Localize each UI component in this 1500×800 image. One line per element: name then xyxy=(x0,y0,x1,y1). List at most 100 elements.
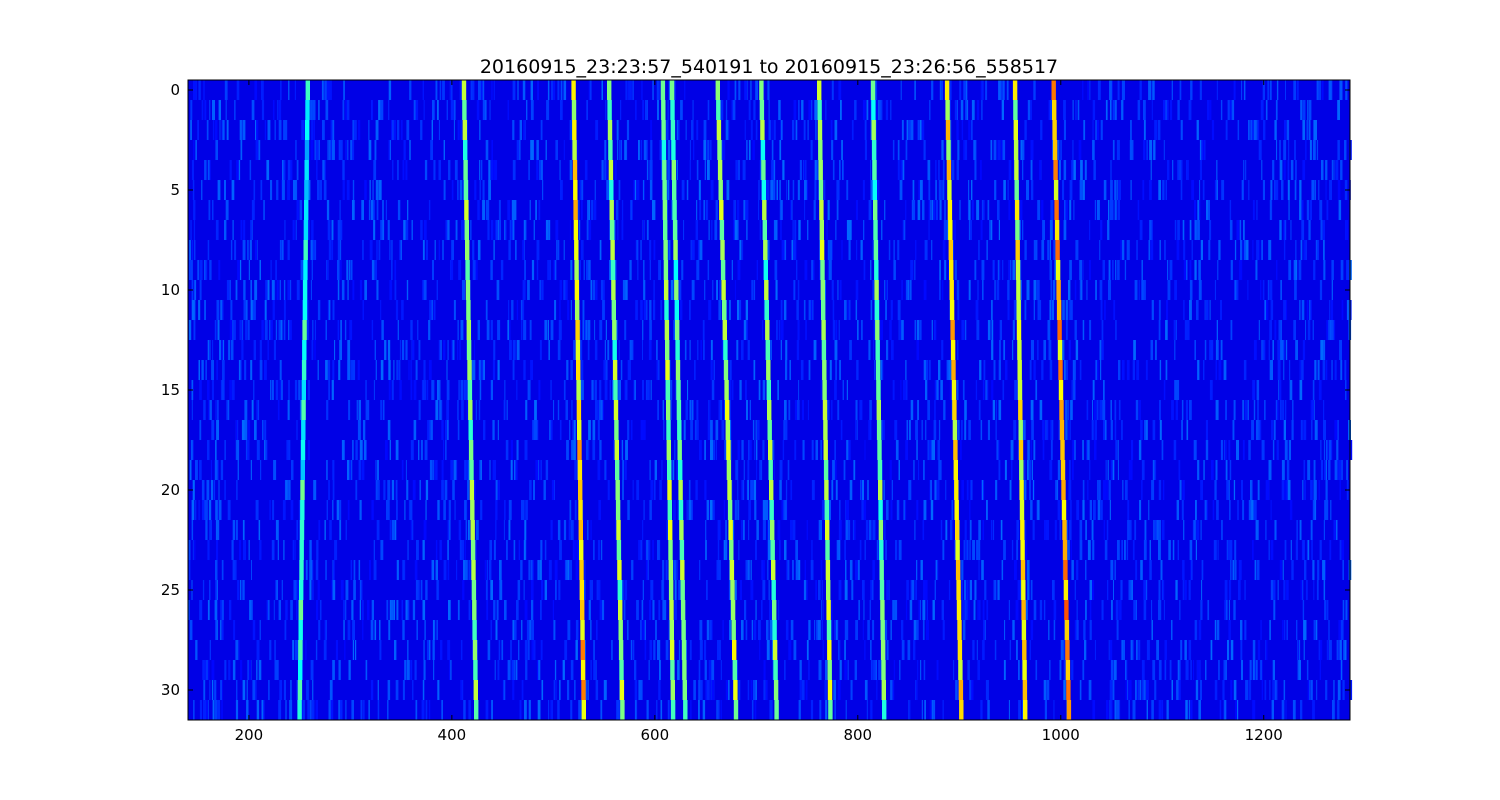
heatmap-cell xyxy=(1131,440,1134,460)
heatmap-cell xyxy=(438,240,440,260)
heatmap-cell xyxy=(285,600,288,620)
heatmap-cell xyxy=(1174,380,1177,400)
heatmap-cell xyxy=(524,520,527,540)
heatmap-cell xyxy=(395,300,399,320)
heatmap-cell xyxy=(873,340,875,360)
heatmap-cell xyxy=(523,120,525,140)
heatmap-cell xyxy=(479,160,481,180)
heatmap-cell xyxy=(522,240,525,260)
heatmap-cell xyxy=(1103,520,1105,540)
heatmap-cell xyxy=(292,220,295,240)
heatmap-cell xyxy=(318,100,320,120)
heatmap-cell xyxy=(924,580,928,600)
heatmap-cell xyxy=(480,80,483,100)
heatmap-cell xyxy=(1269,280,1273,300)
heatmap-cell xyxy=(896,500,899,520)
heatmap-cell xyxy=(995,480,998,500)
heatmap-cell xyxy=(976,540,979,560)
heatmap-cell xyxy=(1124,480,1128,500)
heatmap-cell xyxy=(1256,380,1260,400)
heatmap-cell xyxy=(871,140,877,160)
heatmap-cell xyxy=(898,460,900,480)
heatmap-cell xyxy=(891,480,893,500)
heatmap-cell xyxy=(538,160,541,180)
heatmap-cell xyxy=(884,200,886,220)
heatmap-cell xyxy=(317,180,320,200)
heatmap-cell xyxy=(521,560,523,580)
heatmap-cell xyxy=(995,420,997,440)
heatmap-cell xyxy=(1190,660,1192,680)
heatmap-cell xyxy=(844,300,847,320)
heatmap-cell xyxy=(949,300,955,320)
heatmap-cell xyxy=(1024,540,1028,560)
heatmap-cell xyxy=(264,360,267,380)
heatmap-cell xyxy=(239,580,242,600)
heatmap-cell xyxy=(1273,420,1276,440)
heatmap-cell xyxy=(445,420,448,440)
heatmap-cell xyxy=(936,660,939,680)
heatmap-cell xyxy=(1066,700,1072,720)
heatmap-cell xyxy=(1042,420,1045,440)
heatmap-cell xyxy=(1087,80,1089,100)
heatmap-cell xyxy=(1331,320,1334,340)
heatmap-cell xyxy=(1071,560,1074,580)
heatmap-cell xyxy=(1115,320,1117,340)
heatmap-cell xyxy=(1314,180,1316,200)
heatmap-cell xyxy=(931,80,933,100)
heatmap-cell xyxy=(261,320,264,340)
heatmap-cell xyxy=(345,520,347,540)
heatmap-cell xyxy=(1158,600,1162,620)
heatmap-cell xyxy=(522,300,525,320)
heatmap-cell xyxy=(1252,120,1255,140)
heatmap-cell xyxy=(554,560,558,580)
heatmap-cell xyxy=(795,120,798,140)
heatmap-cell xyxy=(680,600,686,620)
heatmap-cell xyxy=(644,640,647,660)
heatmap-cell xyxy=(950,320,955,340)
heatmap-cell xyxy=(599,380,602,400)
heatmap-cell xyxy=(482,200,486,220)
heatmap-cell xyxy=(290,500,294,520)
heatmap-cell xyxy=(529,200,531,220)
heatmap-cell xyxy=(668,240,671,260)
heatmap-cell xyxy=(508,500,512,520)
heatmap-cell xyxy=(313,120,315,140)
heatmap-cell xyxy=(566,360,569,380)
heatmap-cell xyxy=(892,680,895,700)
heatmap-cell xyxy=(674,600,677,620)
x-axis: 200 400 600 800 1000 1200 xyxy=(235,80,1283,744)
heatmap-cell xyxy=(1225,120,1228,140)
heatmap-cell xyxy=(874,280,879,300)
heatmap-cell xyxy=(332,660,335,680)
heatmap-cell xyxy=(767,240,770,260)
heatmap-cell xyxy=(1008,600,1010,620)
heatmap-cell xyxy=(1169,260,1173,280)
heatmap-cell xyxy=(249,160,252,180)
heatmap-cell xyxy=(1265,520,1267,540)
heatmap-cell xyxy=(696,400,699,420)
heatmap-cell xyxy=(1114,660,1117,680)
heatmap-cell xyxy=(854,660,857,680)
heatmap-cell xyxy=(1336,520,1338,540)
heatmap-cell xyxy=(787,560,790,580)
heatmap-cell xyxy=(258,660,262,680)
heatmap-cell xyxy=(942,140,944,160)
heatmap-cell xyxy=(208,500,212,520)
heatmap-cell xyxy=(1042,440,1045,460)
heatmap-cell xyxy=(828,500,831,520)
heatmap-cell xyxy=(770,540,775,560)
heatmap-cell xyxy=(493,240,495,260)
heatmap-cell xyxy=(1271,700,1274,720)
heatmap-cell xyxy=(705,680,708,700)
heatmap-cell xyxy=(267,600,270,620)
heatmap-cell xyxy=(1185,400,1188,420)
heatmap-cell xyxy=(1051,420,1054,440)
heatmap-cell xyxy=(1316,140,1319,160)
heatmap-cell xyxy=(447,540,449,560)
heatmap-cell xyxy=(224,480,226,500)
heatmap-cell xyxy=(1112,140,1115,160)
heatmap-cell xyxy=(710,340,713,360)
heatmap-cell xyxy=(1236,440,1239,460)
heatmap-cell xyxy=(1177,660,1180,680)
heatmap-cell xyxy=(750,480,752,500)
